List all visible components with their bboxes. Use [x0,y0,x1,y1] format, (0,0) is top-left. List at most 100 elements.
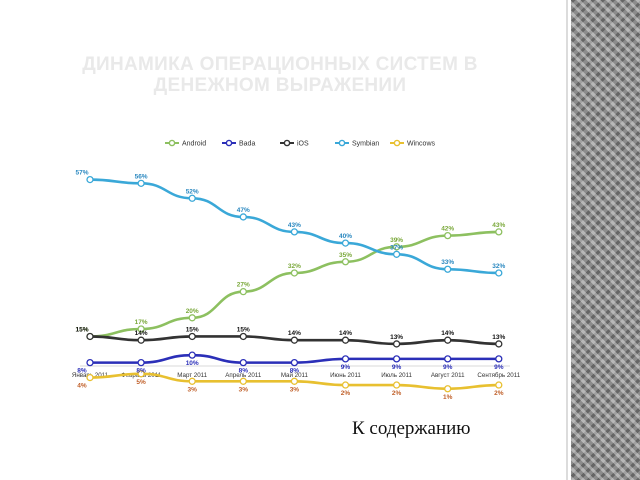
data-point [341,381,350,389]
data-point [188,351,196,359]
legend-label: Android [182,141,206,148]
data-label: 52% [186,188,199,195]
data-label: 42% [441,226,454,233]
data-point [444,336,452,344]
data-point [444,385,452,393]
data-label: 3% [187,386,197,393]
data-point [239,288,247,296]
x-tick-label: Август 2011 [431,372,465,379]
data-point [392,381,401,389]
data-label: 57% [75,170,88,177]
data-point [495,228,503,236]
data-label: 8% [77,368,87,375]
data-label: 9% [443,364,453,371]
data-point [239,332,247,341]
data-label: 39% [390,237,403,244]
data-point [86,373,94,382]
data-label: 8% [290,368,300,375]
data-point [188,314,196,322]
data-point [341,355,350,363]
data-label: 10% [186,360,199,367]
data-label: 40% [339,233,352,240]
data-point [341,336,350,344]
data-label: 1% [443,394,453,400]
legend-swatch-marker [168,139,176,147]
slide-title: ДИНАМИКА ОПЕРАЦИОННЫХ СИСТЕМ В ДЕНЕЖНОМ … [82,54,478,96]
divider-line [566,0,568,480]
data-label: 15% [75,326,88,333]
data-point [444,265,452,273]
data-label: 14% [441,330,454,337]
x-tick-label: Июнь 2011 [330,372,361,379]
data-label: 56% [135,173,148,180]
data-point [495,269,503,277]
data-label: 35% [339,252,352,259]
data-label: 33% [441,259,454,266]
data-point [495,355,503,363]
data-label: 37% [390,244,403,251]
data-point [392,355,401,363]
data-point [495,381,503,389]
data-point [341,239,350,247]
data-point [137,370,145,378]
legend-label: Wincows [407,141,436,148]
data-point [239,213,247,221]
legend-label: Symbian [352,141,379,148]
line-chart: Январь 2011 Февраль 2011 Март 2011 Апрель 2… [72,139,521,400]
data-label: 2% [341,390,351,397]
data-point [444,231,452,240]
x-tick-label: Сентябрь 2011 [477,372,520,379]
data-point [188,332,196,341]
data-point [239,358,247,367]
data-point [86,175,94,184]
data-label: 27% [237,282,250,289]
data-point [444,355,452,363]
data-label: 8% [239,368,249,375]
data-point [86,358,94,367]
data-label: 4% [77,383,87,390]
legend-label: Bada [239,141,255,148]
data-label: 3% [239,386,249,393]
data-point [239,377,247,385]
data-point [392,340,401,348]
data-point [188,194,196,202]
data-point [495,340,503,348]
x-tick-label: Май 2011 [281,372,309,379]
data-label: 13% [390,334,403,341]
data-label: 8% [136,368,146,375]
data-label: 32% [288,263,301,270]
data-point [86,332,94,341]
data-point [341,258,350,266]
data-label: 15% [237,326,250,333]
data-label: 9% [341,364,351,371]
data-label: 9% [494,364,504,371]
data-point [188,377,196,385]
legend-swatch-marker [393,139,401,147]
data-label: 15% [186,326,199,333]
x-tick-label: Июль 2011 [381,372,412,379]
data-point [290,269,299,277]
data-label: 2% [494,390,504,397]
x-tick-label: Апрель 2011 [225,372,262,379]
data-point [137,179,145,187]
data-label: 47% [237,207,250,214]
x-tick-label: Март 2011 [177,372,207,379]
data-point [392,250,401,258]
data-label: 43% [288,222,301,229]
data-label: 17% [135,319,148,326]
data-point [137,325,145,333]
data-label: 20% [186,308,199,315]
data-label: 15% [75,326,88,333]
data-label: 2% [392,390,402,397]
data-label: 13% [492,334,505,341]
data-label: 3% [290,386,300,393]
data-point [290,336,299,344]
data-label: 9% [392,364,402,371]
data-point [290,228,299,236]
data-label: 14% [135,330,148,337]
data-point [137,336,145,344]
data-label: 43% [492,222,505,229]
decorative-pattern-strip [571,0,640,480]
contents-link[interactable]: К содержанию [352,418,471,439]
series-line-android [88,230,501,338]
